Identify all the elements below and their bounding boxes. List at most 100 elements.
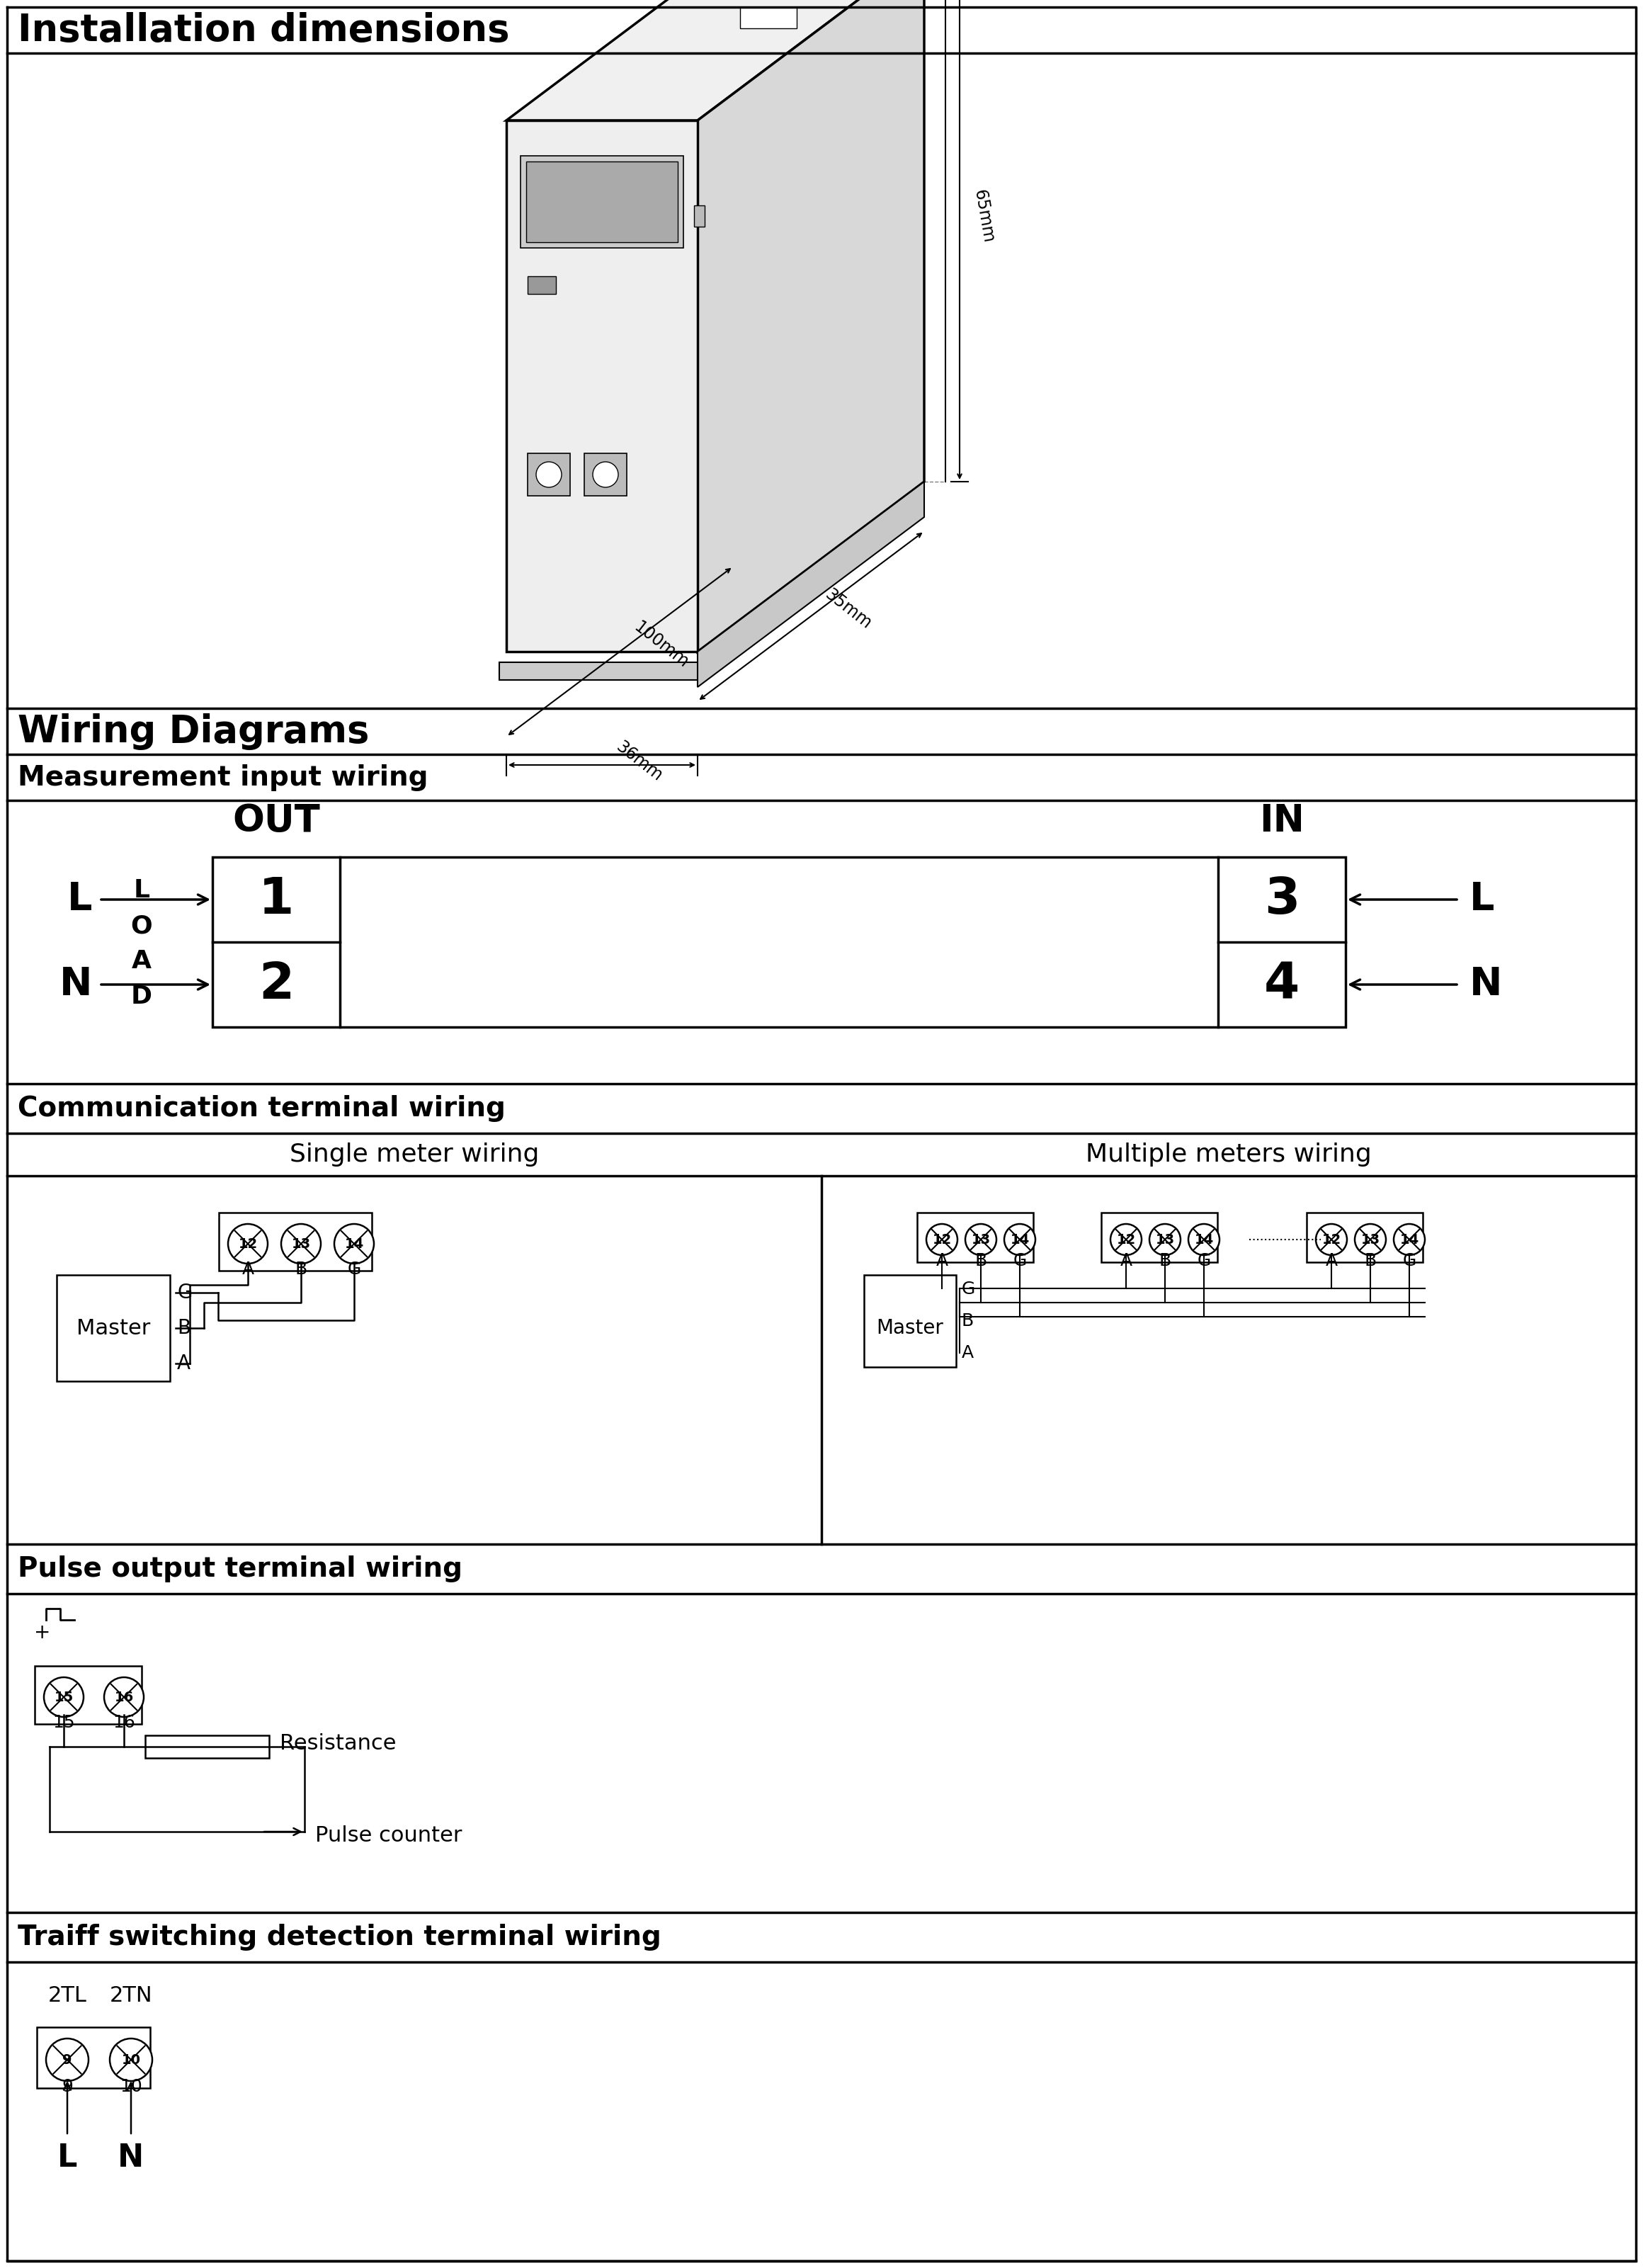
Circle shape [1188,1225,1219,1254]
Text: 14: 14 [1010,1234,1030,1247]
Text: L: L [1469,880,1495,919]
Bar [585,454,626,497]
Text: B: B [961,1313,974,1329]
Text: Resistance: Resistance [279,1733,396,1753]
Text: A: A [961,1345,974,1361]
Text: 65mm: 65mm [971,188,996,245]
Text: G: G [1403,1252,1416,1270]
Text: IN: IN [1259,803,1305,839]
Bar [526,161,677,243]
Text: 15: 15 [54,1690,74,1703]
Circle shape [1355,1225,1387,1254]
Text: Wiring Diagrams: Wiring Diagrams [18,712,370,751]
Text: N: N [59,966,92,1005]
Bar [1306,1213,1423,1263]
Text: A: A [242,1261,255,1277]
Bar [917,1213,1033,1263]
Text: O: O [131,914,153,937]
Circle shape [927,1225,958,1254]
Circle shape [110,2039,153,2082]
Text: D: D [131,984,153,1009]
Polygon shape [698,0,923,651]
Text: 16: 16 [113,1715,135,1730]
Text: G: G [1198,1252,1211,1270]
Text: 13: 13 [1360,1234,1380,1247]
Text: Measurement input wiring: Measurement input wiring [18,764,429,792]
Text: B: B [974,1252,987,1270]
Bar [693,206,705,227]
Text: G: G [177,1284,192,1302]
Circle shape [593,463,618,488]
Text: 2TN: 2TN [110,1984,153,2005]
Bar [219,1213,371,1270]
Circle shape [334,1225,375,1263]
Text: Traiff switching detection terminal wiring: Traiff switching detection terminal wiri… [18,1923,660,1950]
Text: A: A [131,948,151,973]
Circle shape [1111,1225,1142,1254]
Text: L: L [133,878,150,903]
Text: 15: 15 [53,1715,76,1730]
Text: 12: 12 [932,1234,951,1247]
Bar [864,1275,956,1368]
Text: Master: Master [76,1318,150,1338]
Circle shape [1150,1225,1181,1254]
Text: 14: 14 [1400,1234,1420,1247]
Text: 12: 12 [1116,1234,1135,1247]
Text: 35mm: 35mm [822,585,874,633]
Bar [212,857,1346,1027]
Polygon shape [506,120,698,651]
Bar [36,2028,150,2089]
Text: 100mm: 100mm [631,619,692,671]
Text: Installation dimensions: Installation dimensions [18,11,509,48]
Text: Master: Master [876,1318,943,1338]
Circle shape [536,463,562,488]
Circle shape [104,1678,145,1717]
Bar [145,1735,269,1758]
Text: 1: 1 [258,875,294,923]
Text: 13: 13 [1155,1234,1175,1247]
Text: Single meter wiring: Single meter wiring [289,1143,539,1166]
Text: N: N [118,2143,145,2173]
Bar [1101,1213,1217,1263]
Polygon shape [506,0,923,120]
Text: 4: 4 [1263,959,1300,1009]
Text: A: A [937,1252,948,1270]
Text: B: B [177,1318,191,1338]
Circle shape [228,1225,268,1263]
Bar [521,156,683,247]
Text: A: A [177,1354,191,1374]
Text: 12: 12 [1321,1234,1341,1247]
Text: B: B [1364,1252,1377,1270]
Circle shape [1393,1225,1424,1254]
Bar [499,662,705,680]
Text: 14: 14 [1194,1234,1214,1247]
Circle shape [966,1225,996,1254]
Text: A: A [1121,1252,1132,1270]
Text: B: B [1158,1252,1171,1270]
Text: 16: 16 [115,1690,133,1703]
Text: 3: 3 [1263,875,1300,923]
Text: 10: 10 [122,2053,141,2066]
Bar [35,1667,141,1724]
Text: 2TL: 2TL [48,1984,87,2005]
Circle shape [44,1678,84,1717]
Text: B: B [294,1261,307,1277]
Text: 13: 13 [971,1234,991,1247]
Circle shape [1004,1225,1035,1254]
Polygon shape [698,481,923,687]
Bar [56,1275,169,1381]
Text: G: G [961,1281,976,1297]
Text: +: + [35,1622,51,1642]
Text: 36mm: 36mm [613,737,665,785]
Text: 2: 2 [258,959,294,1009]
Text: 12: 12 [238,1236,258,1250]
Bar [527,277,555,295]
Text: A: A [1326,1252,1337,1270]
Text: 9: 9 [62,2053,72,2066]
Text: L: L [58,2143,77,2173]
Text: Pulse output terminal wiring: Pulse output terminal wiring [18,1556,462,1583]
Bar [739,7,797,27]
Text: Pulse counter: Pulse counter [315,1826,462,1846]
Text: Multiple meters wiring: Multiple meters wiring [1086,1143,1372,1166]
Text: 10: 10 [120,2077,143,2096]
